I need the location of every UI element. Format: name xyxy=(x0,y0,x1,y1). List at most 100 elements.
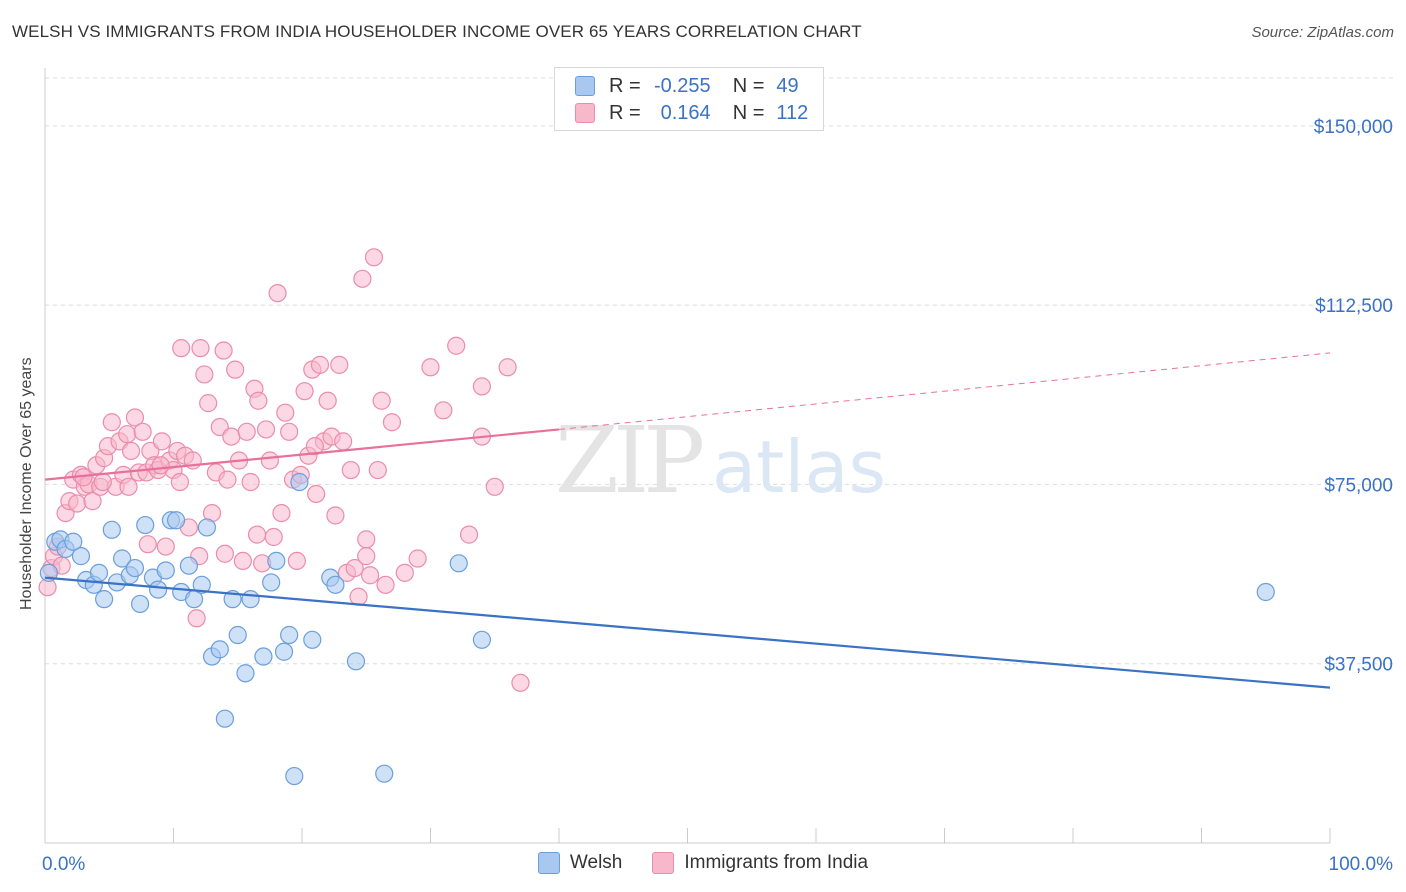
welsh-point xyxy=(215,709,234,728)
welsh-point xyxy=(95,590,114,609)
india-point xyxy=(353,269,372,288)
india-point xyxy=(125,408,145,427)
india-point xyxy=(295,382,314,401)
welsh-point xyxy=(156,561,175,580)
india-point xyxy=(349,587,368,606)
welsh-point xyxy=(290,472,309,492)
welsh-point xyxy=(241,590,260,609)
welsh-point xyxy=(148,580,168,599)
india-point xyxy=(276,403,295,422)
india-point xyxy=(310,355,330,374)
india-point xyxy=(485,477,504,496)
india-point xyxy=(280,422,299,441)
welsh-point xyxy=(303,630,322,649)
india-point xyxy=(249,391,268,410)
india-trend-line xyxy=(44,428,560,481)
legend-n-label: N = xyxy=(732,74,765,97)
india-point xyxy=(93,472,112,492)
welsh-point xyxy=(346,652,366,671)
india-points xyxy=(38,248,530,692)
india-point xyxy=(214,341,233,360)
legend-swatch-india xyxy=(575,103,595,123)
legend-item-welsh[interactable]: Welsh xyxy=(537,852,622,874)
india-point xyxy=(260,451,279,470)
legend-swatch-welsh xyxy=(575,76,595,96)
welsh-point xyxy=(179,556,199,575)
india-point xyxy=(459,525,479,544)
india-point xyxy=(421,358,440,377)
india-point xyxy=(305,437,324,456)
legend-r-label: R = xyxy=(609,74,641,97)
watermark-atlas: atlas xyxy=(712,425,886,509)
y-tick-label: $150,000 xyxy=(1314,117,1393,138)
legend-item-india[interactable]: Immigrants from India xyxy=(652,852,868,874)
y-tick-label: $75,000 xyxy=(1324,475,1393,496)
india-point xyxy=(326,506,345,525)
india-point xyxy=(376,575,395,594)
legend-row-welsh: R = -0.255 N = 49 xyxy=(575,74,799,98)
watermark-zip: ZIP xyxy=(555,407,702,514)
welsh-point xyxy=(449,554,468,573)
india-point xyxy=(345,558,364,578)
india-trend-extension xyxy=(558,352,1331,430)
welsh-point xyxy=(197,518,217,537)
welsh-point xyxy=(267,551,286,571)
welsh-point xyxy=(1256,582,1275,602)
source-label: Source: ZipAtlas.com xyxy=(1251,24,1394,41)
india-point xyxy=(191,339,210,358)
india-point xyxy=(121,441,141,461)
india-point xyxy=(307,484,326,504)
india-point xyxy=(68,494,87,513)
welsh-point xyxy=(102,520,121,539)
india-point xyxy=(498,358,517,377)
india-point xyxy=(118,425,137,444)
welsh-point xyxy=(254,647,273,666)
india-point xyxy=(187,609,206,628)
legend-r-value-welsh: -0.255 xyxy=(653,74,711,97)
india-point xyxy=(341,460,360,480)
welsh-point xyxy=(326,575,345,594)
welsh-point xyxy=(375,764,394,783)
india-point xyxy=(272,503,291,523)
india-point xyxy=(247,525,267,544)
india-point xyxy=(334,432,353,451)
welsh-point xyxy=(280,625,299,645)
grid-lines xyxy=(45,77,1395,665)
india-point xyxy=(472,377,491,396)
y-tick-label: $37,500 xyxy=(1324,655,1393,676)
welsh-points xyxy=(39,472,1275,786)
legend-swatch-welsh xyxy=(537,852,560,874)
welsh-trend-line xyxy=(44,576,1331,689)
welsh-point xyxy=(64,532,83,551)
india-point xyxy=(256,420,276,439)
series-legend: Welsh Immigrants from India xyxy=(0,852,1406,874)
india-point xyxy=(199,394,218,413)
welsh-point xyxy=(166,511,186,530)
india-point xyxy=(218,470,237,489)
india-point xyxy=(237,422,256,441)
india-point xyxy=(233,551,252,571)
india-point xyxy=(241,472,260,492)
india-point xyxy=(268,284,287,303)
india-point xyxy=(119,477,138,496)
stats-legend: R = -0.255 N = 49 R = 0.164 N = 112 xyxy=(554,67,824,131)
welsh-point xyxy=(274,642,294,661)
india-point xyxy=(152,432,172,451)
india-point xyxy=(264,527,283,547)
india-point xyxy=(361,566,380,585)
legend-r-value-india: 0.164 xyxy=(660,101,711,124)
welsh-point xyxy=(472,630,491,649)
y-tick-label: $112,500 xyxy=(1315,296,1393,317)
india-point xyxy=(434,401,453,420)
india-point xyxy=(395,563,414,582)
legend-n-value-india: 112 xyxy=(776,101,809,124)
tick-labels: $37,500 $75,000 $112,500 $150,000 0.0% 100.0% xyxy=(42,117,1393,875)
india-point xyxy=(408,549,427,568)
india-point xyxy=(511,673,530,692)
legend-swatch-india xyxy=(652,852,675,874)
india-point xyxy=(222,427,241,446)
india-point xyxy=(83,492,102,511)
india-point xyxy=(372,391,391,410)
india-point xyxy=(226,360,245,379)
